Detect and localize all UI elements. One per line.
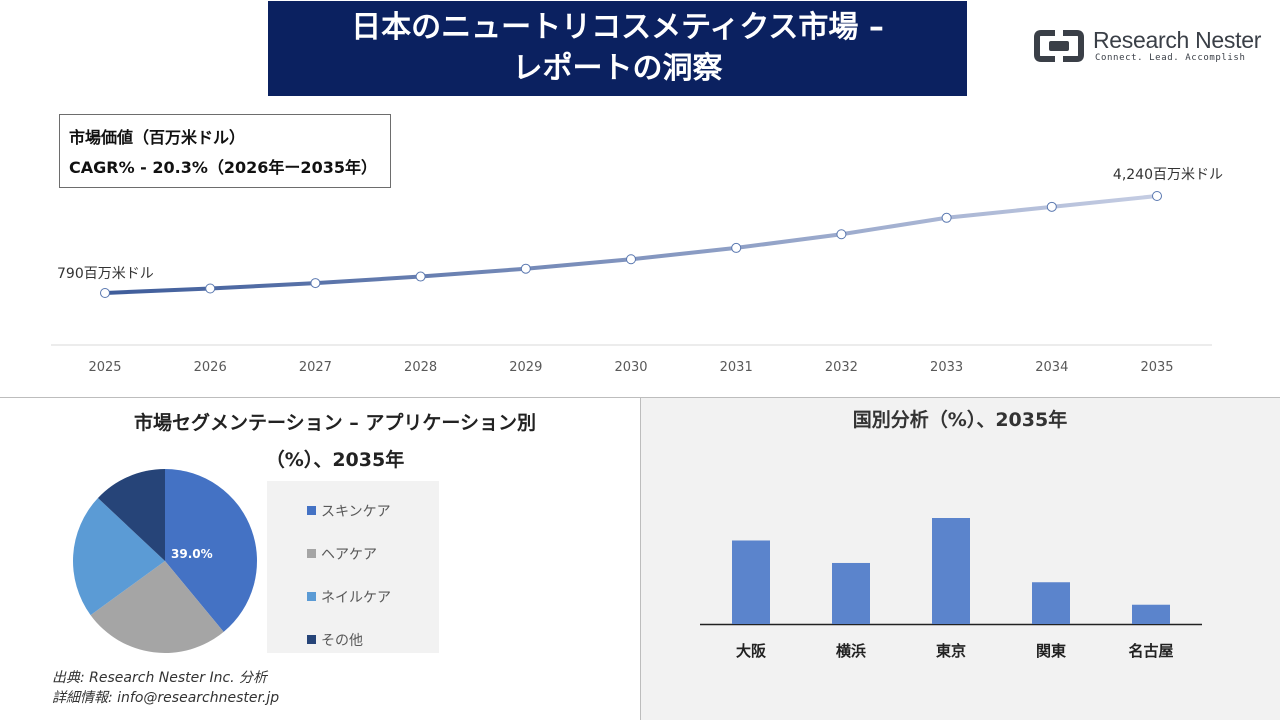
bar-名古屋 xyxy=(1132,604,1170,624)
line-point-2027 xyxy=(310,278,321,289)
legend-swatch xyxy=(307,592,316,601)
market-value-label: 市場価値（百万米ドル） xyxy=(69,128,246,147)
source-line: 出典: Research Nester Inc. 分析 xyxy=(52,670,268,686)
pie-data-label: 39.0% xyxy=(171,547,213,561)
bar-大阪 xyxy=(732,540,770,624)
x-tick-label: 2030 xyxy=(614,360,647,375)
segment-title-line2: （%）、2035年 xyxy=(265,449,405,471)
line-point-2032 xyxy=(836,229,847,240)
x-tick-label: 2032 xyxy=(825,360,858,375)
line-point-2031 xyxy=(731,242,742,253)
region-chart-title: 国別分析（%）、2035年 xyxy=(852,409,1068,431)
x-tick-label: 2033 xyxy=(930,360,963,375)
x-tick-label: 2029 xyxy=(509,360,542,375)
cagr-label: CAGR% - 20.3%（2026年ー2035年） xyxy=(69,158,377,177)
x-tick-label: 2028 xyxy=(404,360,437,375)
legend-item: ヘアケア xyxy=(267,532,439,575)
bar-category-label: 東京 xyxy=(936,642,966,660)
x-tick-label: 2035 xyxy=(1140,360,1173,375)
end-value-label: 4,240百万米ドル xyxy=(1113,167,1223,183)
x-tick-label: 2025 xyxy=(88,360,121,375)
pie-slice-1 xyxy=(165,469,257,632)
market-value-line xyxy=(104,194,1158,295)
line-point-2028 xyxy=(415,271,426,282)
legend-label: スキンケア xyxy=(321,503,391,520)
pie-slice-2 xyxy=(90,561,224,653)
start-value-label: 790百万米ドル xyxy=(57,266,154,282)
report-title-banner: 日本のニュートリコスメティクス市場 – レポートの洞察 xyxy=(268,1,967,96)
application-pie-chart: 39.0% xyxy=(73,469,257,653)
market-value-line-chart: 2025 2026 2027 2028 2029 2030 2031 2032 2033 2034… xyxy=(51,167,1223,375)
legend-item: その他 xyxy=(267,618,439,661)
bar-関東 xyxy=(1032,582,1070,624)
research-nester-logo-icon xyxy=(1034,30,1084,62)
line-point-2030 xyxy=(626,254,636,265)
line-point-2035 xyxy=(1152,191,1162,201)
bar-category-label: 横浜 xyxy=(836,642,866,660)
x-tick-label: 2031 xyxy=(720,360,753,375)
line-point-2033 xyxy=(941,212,952,223)
x-tick-label: 2027 xyxy=(299,360,332,375)
pie-slice-4 xyxy=(97,469,165,561)
pie-legend: スキンケアヘアケアネイルケアその他 xyxy=(267,481,439,653)
legend-label: ヘアケア xyxy=(321,546,377,563)
country-bar-chart: 大阪 横浜 東京 関東 名古屋 xyxy=(700,518,1202,660)
report-title-line2: レポートの洞察 xyxy=(512,51,723,86)
line-point-2034 xyxy=(1046,201,1057,212)
legend-swatch xyxy=(307,635,316,644)
x-tick-label: 2026 xyxy=(194,360,227,375)
legend-label: その他 xyxy=(321,632,363,649)
legend-item: スキンケア xyxy=(267,489,439,532)
legend-label: ネイルケア xyxy=(321,589,391,606)
line-point-2025 xyxy=(100,288,110,298)
source-note: 出典: Research Nester Inc. 分析 詳細情報: info@r… xyxy=(52,668,279,708)
legend-swatch xyxy=(307,506,316,515)
section-divider xyxy=(0,397,1280,398)
bar-category-label: 関東 xyxy=(1036,642,1066,660)
contact-line: 詳細情報: info@researchnester.jp xyxy=(52,690,280,706)
logo-tagline: Connect. Lead. Accomplish xyxy=(1095,53,1246,63)
bar-category-label: 大阪 xyxy=(736,642,767,660)
segment-chart-title: 市場セグメンテーション – アプリケーション別 （%）、2035年 xyxy=(60,405,610,479)
line-point-2029 xyxy=(520,263,531,274)
bar-category-label: 名古屋 xyxy=(1128,642,1173,660)
market-info-box: 市場価値（百万米ドル） CAGR% - 20.3%（2026年ー2035年） xyxy=(59,114,391,188)
segment-title-line1: 市場セグメンテーション – アプリケーション別 xyxy=(134,412,536,434)
x-tick-label: 2034 xyxy=(1035,360,1068,375)
report-title-line1: 日本のニュートリコスメティクス市場 – xyxy=(351,10,884,45)
bar-東京 xyxy=(932,518,970,624)
legend-item: ネイルケア xyxy=(267,575,439,618)
pie-slice-3 xyxy=(73,498,165,616)
legend-swatch xyxy=(307,549,316,558)
research-nester-logo: Research Nester Connect. Lead. Accomplis… xyxy=(1033,27,1261,67)
bar-横浜 xyxy=(832,562,870,624)
line-point-2026 xyxy=(205,283,216,294)
logo-name: Research Nester xyxy=(1093,27,1262,53)
